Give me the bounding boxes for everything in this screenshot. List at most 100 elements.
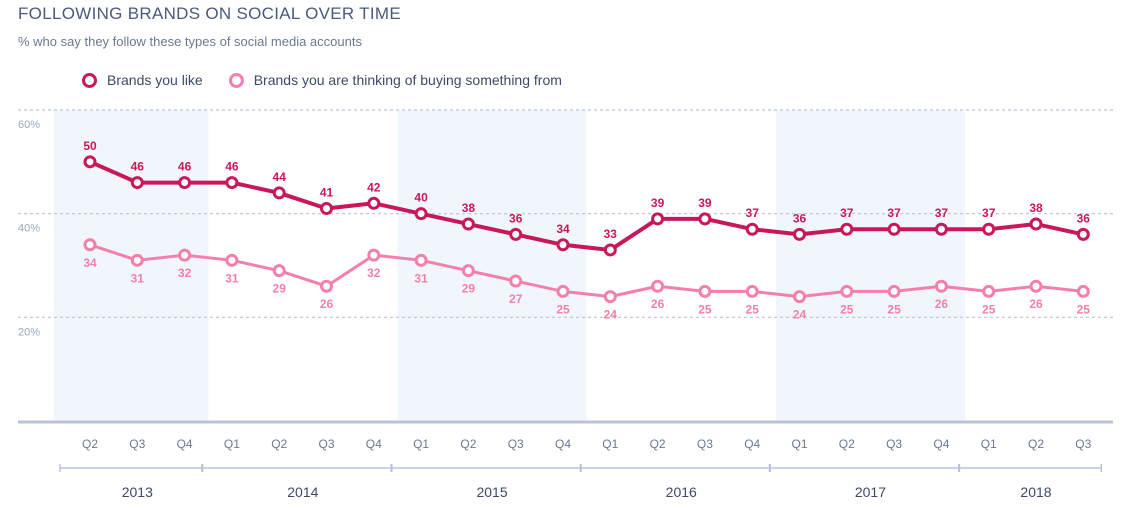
data-point-series-1	[367, 196, 381, 210]
data-point-series-2	[651, 279, 665, 293]
y-tick-label: 20%	[18, 326, 40, 338]
data-point-series-1	[745, 222, 759, 236]
year-label: 2015	[476, 484, 507, 500]
year-band	[397, 110, 587, 421]
year-label: 2013	[122, 484, 153, 500]
data-point-series-2	[83, 238, 97, 252]
chart-title: FOLLOWING BRANDS ON SOCIAL OVER TIME	[18, 4, 401, 23]
x-tick-label: Q3	[508, 437, 524, 451]
data-label-series-2: 25	[887, 302, 901, 316]
data-label-series-1: 38	[1029, 201, 1043, 215]
data-point-series-1	[556, 238, 570, 252]
x-tick-label: Q4	[555, 437, 571, 451]
data-label-series-2: 27	[509, 292, 523, 306]
data-label-series-1: 44	[273, 170, 287, 184]
data-label-series-2: 32	[178, 266, 192, 280]
data-point-series-2	[225, 253, 239, 267]
data-point-series-1	[130, 176, 144, 190]
data-point-series-2	[556, 284, 570, 298]
data-label-series-1: 37	[840, 206, 854, 220]
series-line-2	[89, 243, 1084, 299]
data-label-series-2: 25	[556, 302, 570, 316]
x-tick-label: Q4	[933, 437, 949, 451]
data-point-series-1	[414, 207, 428, 221]
data-point-series-1	[178, 176, 192, 190]
data-label-series-1: 41	[320, 185, 334, 199]
data-label-series-1: 39	[698, 196, 712, 210]
data-label-series-2: 25	[698, 302, 712, 316]
x-tick-label: Q3	[1075, 437, 1091, 451]
data-label-series-1: 38	[462, 201, 476, 215]
data-point-series-1	[225, 176, 239, 190]
data-point-series-2	[1029, 279, 1043, 293]
x-tick-label: Q3	[129, 437, 145, 451]
data-point-series-2	[698, 284, 712, 298]
x-tick-label: Q2	[82, 437, 98, 451]
data-label-series-1: 37	[982, 206, 996, 220]
series-line-1	[89, 160, 1084, 252]
x-tick-label: Q2	[650, 437, 666, 451]
data-label-series-1: 40	[414, 191, 428, 205]
data-point-series-2	[367, 248, 381, 262]
legend-item-brands-thinking-of-buying: Brands you are thinking of buying someth…	[228, 72, 562, 88]
data-point-series-1	[320, 201, 333, 215]
data-label-series-2: 25	[1077, 302, 1091, 316]
x-tick-label: Q1	[981, 437, 997, 451]
data-point-series-1	[651, 212, 665, 226]
data-point-series-1	[698, 212, 712, 226]
y-tick-label: 40%	[18, 223, 40, 235]
data-label-series-1: 37	[746, 206, 760, 220]
data-point-series-1	[840, 222, 854, 236]
data-label-series-1: 50	[83, 139, 97, 153]
data-label-series-2: 26	[651, 297, 665, 311]
data-label-series-1: 42	[367, 180, 381, 194]
data-point-series-1	[509, 227, 523, 241]
x-tick-label: Q1	[791, 437, 807, 451]
legend-label: Brands you are thinking of buying someth…	[253, 72, 562, 88]
data-point-series-2	[887, 284, 901, 298]
data-label-series-1: 46	[178, 160, 192, 174]
data-point-series-1	[461, 217, 475, 231]
data-point-series-2	[509, 274, 523, 288]
data-point-series-2	[840, 284, 854, 298]
data-point-series-1	[982, 222, 996, 236]
x-tick-label: Q2	[1028, 437, 1044, 451]
data-point-series-2	[320, 279, 333, 293]
x-tick-label: Q3	[697, 437, 713, 451]
year-label: 2018	[1020, 484, 1051, 500]
x-tick-label: Q2	[271, 437, 287, 451]
x-tick-label: Q4	[366, 437, 382, 451]
x-tick-label: Q1	[413, 437, 429, 451]
data-point-series-2	[982, 284, 996, 298]
data-label-series-2: 29	[273, 282, 287, 296]
data-label-series-1: 34	[556, 222, 570, 236]
data-label-series-1: 36	[509, 211, 523, 225]
data-point-series-2	[461, 264, 475, 278]
year-label: 2016	[666, 484, 697, 500]
x-tick-label: Q4	[177, 437, 193, 451]
data-label-series-2: 29	[462, 282, 476, 296]
data-point-series-2	[272, 264, 286, 278]
year-label: 2014	[287, 484, 318, 500]
data-label-series-2: 26	[320, 297, 334, 311]
data-label-series-1: 33	[604, 227, 618, 241]
data-label-series-2: 25	[746, 302, 760, 316]
x-tick-label: Q3	[318, 437, 334, 451]
x-tick-label: Q1	[224, 437, 240, 451]
data-point-series-1	[1076, 227, 1090, 241]
data-label-series-2: 31	[131, 271, 145, 285]
data-point-series-2	[603, 290, 617, 304]
data-point-series-1	[603, 243, 617, 257]
data-label-series-1: 39	[651, 196, 665, 210]
data-point-series-2	[793, 290, 806, 304]
data-label-series-1: 36	[793, 211, 807, 225]
legend-label: Brands you like	[107, 72, 203, 88]
data-point-series-2	[1076, 284, 1090, 298]
chart-subtitle: % who say they follow these types of soc…	[18, 34, 362, 49]
data-point-series-2	[934, 279, 948, 293]
data-point-series-1	[272, 186, 286, 200]
x-tick-label: Q3	[886, 437, 902, 451]
data-point-series-2	[178, 248, 192, 262]
legend: Brands you like Brands you are thinking …	[82, 72, 588, 88]
